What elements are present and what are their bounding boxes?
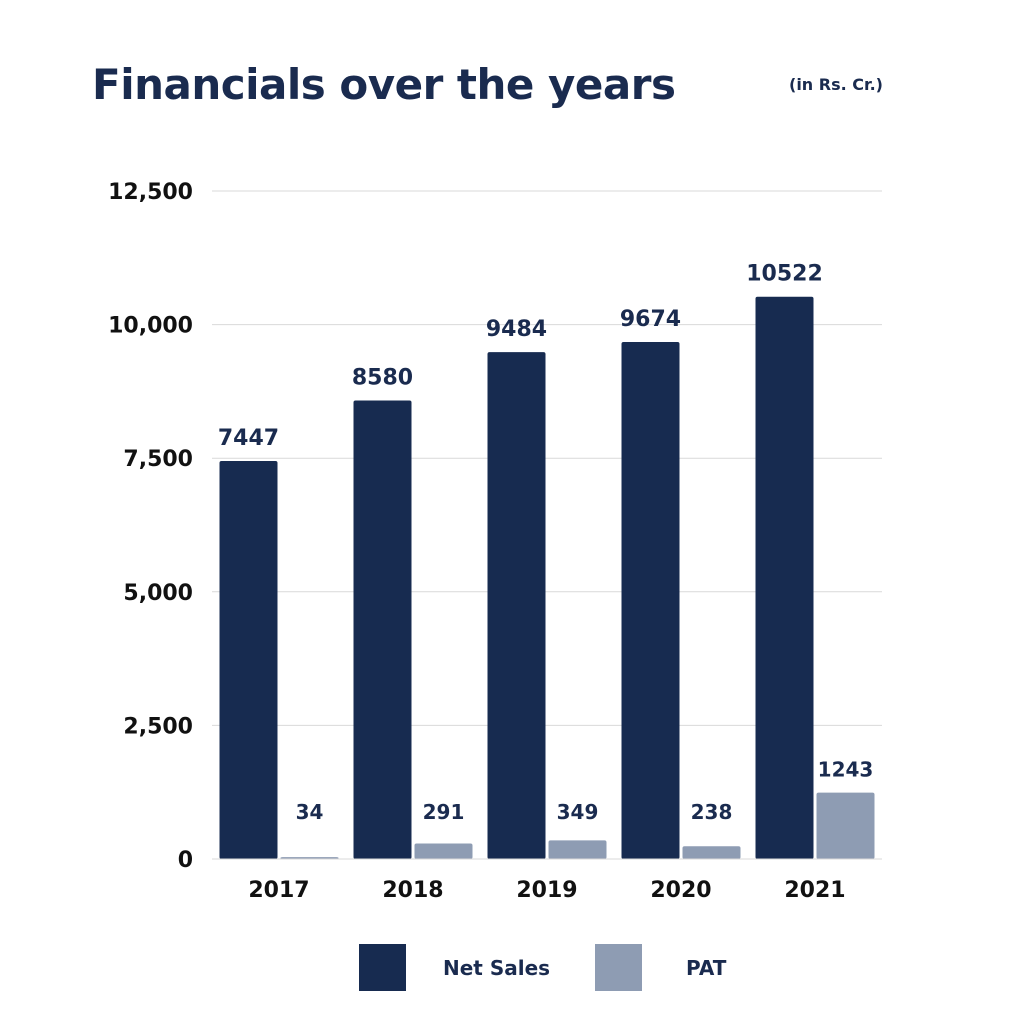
unit-note: (in Rs. Cr.) — [789, 75, 883, 94]
bar-pat — [816, 792, 875, 859]
data-label-net-sales: 7447 — [218, 426, 279, 451]
legend-swatch-pat — [595, 944, 642, 991]
chart-title: Financials over the years — [92, 60, 676, 109]
y-tick-label: 0 — [178, 848, 193, 873]
y-tick-label: 2,500 — [123, 714, 193, 739]
y-tick-label: 7,500 — [123, 447, 193, 472]
legend-label-net-sales: Net Sales — [443, 956, 551, 980]
bar-pat — [414, 843, 473, 859]
legend-label-pat: PAT — [686, 956, 727, 980]
x-tick-label: 2021 — [784, 878, 845, 903]
legend-swatch-net-sales — [359, 944, 406, 991]
data-label-net-sales: 9484 — [486, 317, 547, 342]
data-label-pat: 1243 — [818, 758, 874, 782]
data-label-pat: 34 — [296, 800, 324, 824]
x-tick-label: 2017 — [248, 878, 309, 903]
y-tick-label: 10,000 — [108, 314, 193, 339]
y-tick-label: 5,000 — [123, 581, 193, 606]
bar-net-sales — [353, 400, 412, 859]
bar-net-sales — [219, 461, 278, 859]
y-tick-label: 12,500 — [108, 180, 193, 205]
bar-pat — [548, 840, 607, 859]
x-tick-label: 2019 — [516, 878, 577, 903]
bar-net-sales — [755, 296, 814, 859]
data-label-pat: 291 — [423, 800, 465, 824]
bar-net-sales — [621, 342, 680, 859]
data-label-pat: 238 — [691, 800, 733, 824]
chart-legend: Net Sales PAT — [0, 944, 1024, 994]
data-label-net-sales: 8580 — [352, 365, 413, 390]
data-label-net-sales: 9674 — [620, 307, 681, 332]
data-label-pat: 349 — [557, 800, 599, 824]
bar-chart: 0 2,500 5,000 7,500 10,000 12,500 7447 34 2017 85… — [108, 180, 882, 903]
x-tick-label: 2020 — [650, 878, 711, 903]
bar-pat — [682, 846, 741, 859]
bar-net-sales — [487, 352, 546, 859]
x-tick-label: 2018 — [382, 878, 443, 903]
data-label-net-sales: 10522 — [746, 262, 823, 287]
